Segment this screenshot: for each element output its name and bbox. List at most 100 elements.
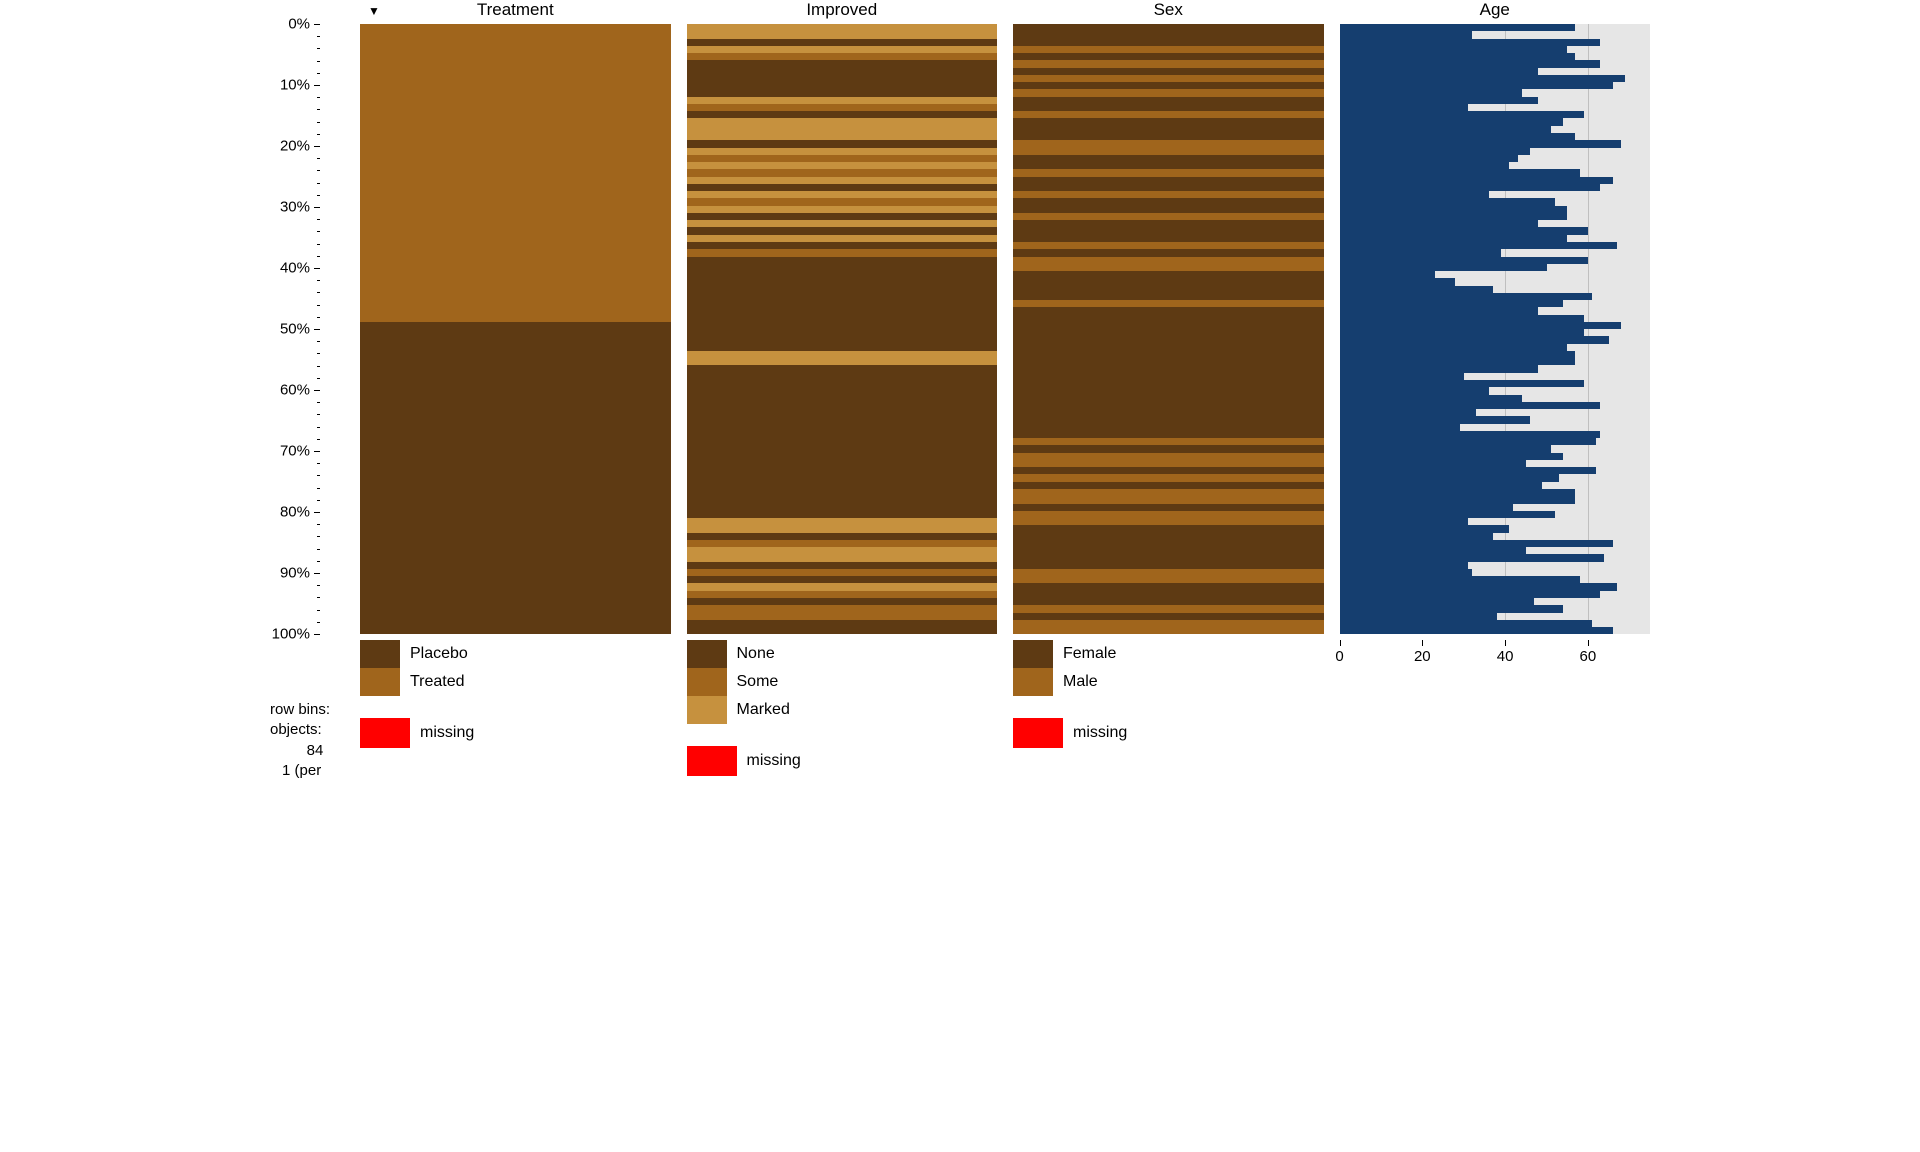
data-row: [687, 336, 998, 343]
data-row: [360, 605, 671, 612]
panel-header-improved[interactable]: Improved: [687, 0, 998, 24]
data-row: [1340, 198, 1651, 205]
data-row: [1013, 540, 1324, 547]
data-row: [1340, 496, 1651, 503]
data-row: [1340, 278, 1651, 285]
y-tick-label: 100%: [270, 626, 310, 643]
data-row: [1013, 395, 1324, 402]
panel-treatment: [360, 24, 671, 634]
data-row: [1340, 424, 1651, 431]
legends-area: PlaceboTreatedmissingNoneSomeMarkedmissi…: [360, 640, 1650, 776]
bar: [1340, 547, 1526, 554]
data-row: [1013, 286, 1324, 293]
y-tick-mark: [314, 634, 320, 635]
data-row: [687, 409, 998, 416]
data-row: [1013, 271, 1324, 278]
y-tick-minor: [317, 488, 320, 489]
data-row: [360, 460, 671, 467]
data-row: [1340, 242, 1651, 249]
data-row: [687, 329, 998, 336]
data-row: [1340, 89, 1651, 96]
data-row: [360, 286, 671, 293]
data-row: [687, 191, 998, 198]
data-row: [1340, 627, 1651, 634]
y-tick-minor: [317, 500, 320, 501]
data-row: [1013, 554, 1324, 561]
panel-header-sex[interactable]: Sex: [1013, 0, 1324, 24]
data-row: [360, 416, 671, 423]
data-row: [1340, 533, 1651, 540]
data-row: [1340, 547, 1651, 554]
data-row: [360, 257, 671, 264]
data-row: [360, 358, 671, 365]
data-row: [360, 424, 671, 431]
bar: [1340, 569, 1472, 576]
data-row: [360, 220, 671, 227]
data-row: [687, 278, 998, 285]
data-row: [1013, 315, 1324, 322]
data-row: [360, 97, 671, 104]
bar: [1340, 358, 1576, 365]
bar: [1340, 460, 1526, 467]
data-row: [360, 300, 671, 307]
data-row: [360, 627, 671, 634]
data-row: [1013, 453, 1324, 460]
data-row: [1340, 365, 1651, 372]
data-row: [687, 227, 998, 234]
data-row: [1013, 365, 1324, 372]
y-tick-minor: [317, 341, 320, 342]
data-row: [1013, 380, 1324, 387]
data-row: [1340, 511, 1651, 518]
data-row: [687, 562, 998, 569]
panel-header-treatment[interactable]: Treatment▼: [360, 0, 671, 24]
bar: [1340, 60, 1601, 67]
bar: [1340, 271, 1435, 278]
data-row: [1340, 111, 1651, 118]
data-row: [1013, 39, 1324, 46]
data-row: [687, 576, 998, 583]
data-row: [360, 322, 671, 329]
y-tick-minor: [317, 61, 320, 62]
data-row: [687, 518, 998, 525]
data-row: [687, 286, 998, 293]
y-tick-minor: [317, 183, 320, 184]
data-row: [360, 395, 671, 402]
data-row: [1013, 409, 1324, 416]
data-row: [687, 416, 998, 423]
data-row: [1013, 278, 1324, 285]
data-row: [360, 278, 671, 285]
sort-descending-icon[interactable]: ▼: [368, 4, 380, 18]
data-row: [360, 583, 671, 590]
x-tick-mark: [1588, 640, 1589, 646]
bar: [1340, 620, 1593, 627]
y-tick-minor: [317, 305, 320, 306]
data-row: [360, 155, 671, 162]
data-row: [1340, 133, 1651, 140]
data-row: [1013, 60, 1324, 67]
bar: [1340, 257, 1588, 264]
data-row: [1013, 104, 1324, 111]
bar: [1340, 373, 1464, 380]
data-row: [360, 344, 671, 351]
bar: [1340, 511, 1555, 518]
data-row: [360, 373, 671, 380]
legend-swatch: [687, 640, 727, 668]
bar: [1340, 554, 1605, 561]
legend-label: Marked: [737, 701, 790, 719]
data-row: [1340, 148, 1651, 155]
data-row: [687, 387, 998, 394]
data-row: [360, 402, 671, 409]
data-row: [360, 445, 671, 452]
data-row: [1340, 300, 1651, 307]
bar: [1340, 424, 1460, 431]
data-row: [360, 293, 671, 300]
legend-label: None: [737, 645, 775, 663]
bar: [1340, 540, 1613, 547]
data-row: [1340, 227, 1651, 234]
data-row: [360, 329, 671, 336]
panel-body: [1013, 24, 1324, 634]
data-row: [1340, 416, 1651, 423]
data-row: [687, 162, 998, 169]
bar: [1340, 504, 1514, 511]
panel-header-age[interactable]: Age: [1340, 0, 1651, 24]
